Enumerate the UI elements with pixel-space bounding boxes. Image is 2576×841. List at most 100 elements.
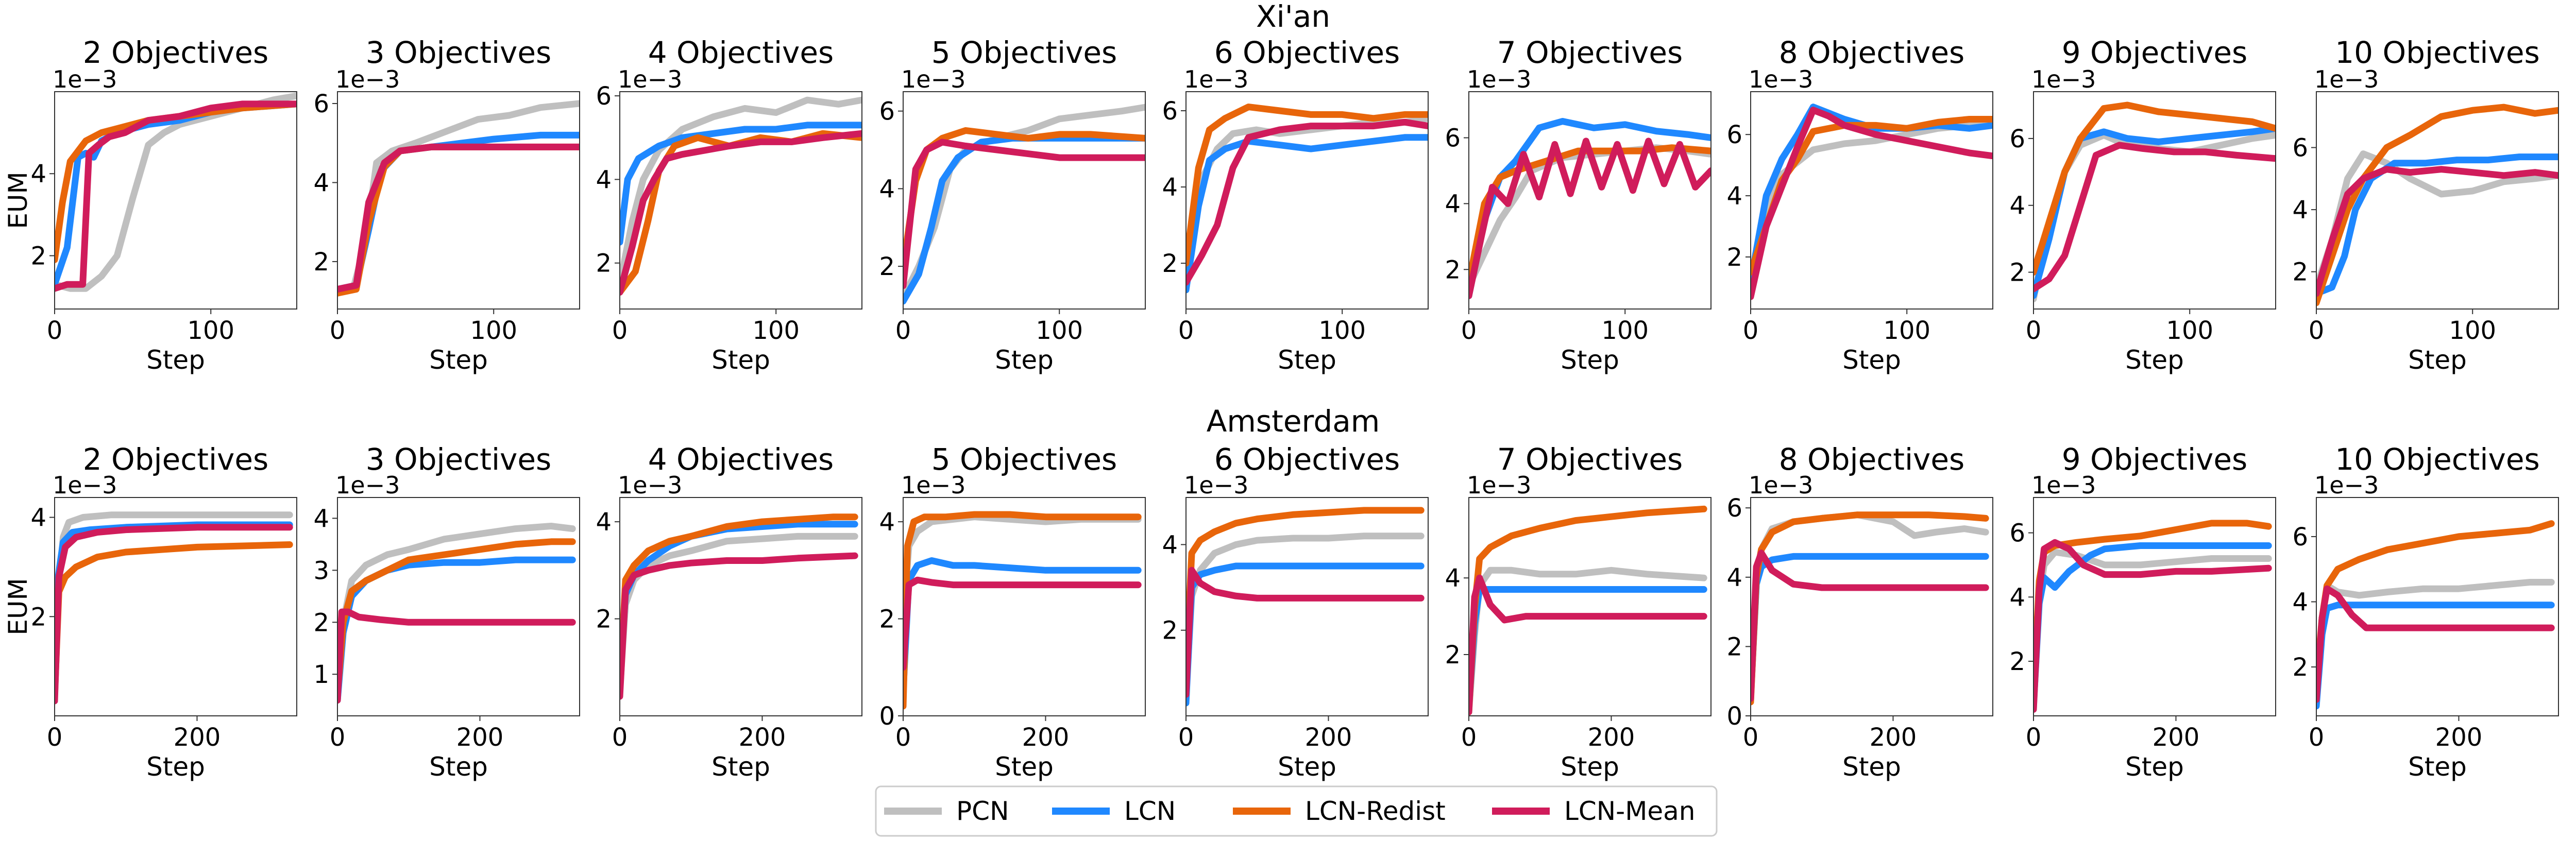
y-tick-label: 2 [1726, 632, 1742, 661]
y-tick-label: 2 [313, 608, 329, 637]
series-group [55, 92, 297, 292]
x-tick-label: 0 [2309, 723, 2325, 752]
panel-title: 6 Objectives [1214, 35, 1400, 70]
series-line-pcn [620, 96, 862, 287]
series-line-lcn-mean [1469, 138, 1711, 299]
x-axis-label: Step [711, 752, 770, 782]
series-group [337, 523, 576, 704]
y-tick-label: 2 [30, 603, 46, 631]
x-tick-label: 0 [2309, 316, 2325, 345]
panel-title: 8 Objectives [1779, 442, 1965, 477]
x-tick-label: 0 [2026, 316, 2042, 345]
x-tick-label: 0 [1178, 316, 1194, 345]
y-tick-label: 2 [2009, 647, 2025, 676]
x-tick-label: 100 [1883, 316, 1930, 345]
x-tick-label: 100 [1601, 316, 1649, 345]
axes-frame [619, 91, 862, 310]
y-tick-label: 2 [1726, 243, 1742, 272]
y-tick-label: 4 [1445, 564, 1461, 593]
axes-frame [619, 497, 862, 716]
y-tick-label: 6 [1726, 494, 1742, 523]
y-tick-label: 2 [1445, 641, 1461, 670]
panel-title: 6 Objectives [1214, 442, 1400, 477]
series-line-lcn-mean [620, 130, 862, 296]
series-group [1186, 104, 1428, 294]
y-tick-label: 4 [1726, 563, 1742, 592]
legend-entry-pcn: PCN [884, 796, 1009, 826]
series-line-lcn-mean [337, 143, 580, 293]
y-tick-label: 3 [313, 556, 329, 585]
axes-frame [337, 91, 580, 310]
exponent-label: 1e−3 [901, 471, 965, 499]
y-tick-label: 2 [879, 605, 895, 634]
series-line-lcn-mean [1186, 118, 1428, 286]
y-tick-label: 4 [596, 165, 612, 194]
x-tick-label: 100 [1318, 316, 1366, 345]
series-line-lcn-mean [55, 524, 293, 705]
series-line-lcn [1469, 586, 1707, 712]
y-tick-label: 2 [1445, 255, 1461, 284]
legend-label: LCN-Redist [1305, 796, 1446, 826]
x-axis-label: Step [146, 752, 205, 782]
x-tick-label: 0 [612, 723, 628, 752]
y-tick-label: 2 [1162, 616, 1178, 645]
x-tick-label: 200 [2153, 723, 2200, 752]
x-tick-label: 0 [330, 316, 346, 345]
x-tick-label: 200 [2435, 723, 2483, 752]
x-axis-label: Step [429, 345, 488, 375]
series-line-lcn [1186, 134, 1428, 294]
x-axis-label: Step [1278, 752, 1336, 782]
series-group [1751, 104, 1993, 300]
x-tick-label: 0 [47, 723, 63, 752]
y-tick-label: 2 [879, 252, 895, 281]
series-line-lcn-mean [2316, 585, 2555, 703]
panel-title: 4 Objectives [648, 442, 834, 477]
series-line-lcn-mean [1469, 574, 1707, 716]
legend-entry-lcn-mean: LCN-Mean [1492, 796, 1695, 826]
exponent-label: 1e−3 [2314, 471, 2379, 499]
panel-title: 8 Objectives [1779, 35, 1965, 70]
exponent-label: 1e−3 [1184, 471, 1248, 499]
panel-title: 3 Objectives [366, 35, 552, 70]
legend-label: LCN [1124, 796, 1176, 826]
x-tick-label: 0 [47, 316, 63, 345]
panel-title: 2 Objectives [83, 35, 269, 70]
axes-frame [1185, 91, 1429, 310]
series-group [1751, 511, 1989, 706]
series-line-lcn-redist [337, 538, 576, 699]
series-group [903, 104, 1145, 305]
series-line-lcn-mean [55, 100, 297, 292]
exponent-label: 1e−3 [2314, 65, 2379, 93]
y-tick-label: 6 [2009, 519, 2025, 548]
series-line-lcn-redist [55, 100, 297, 263]
x-axis-label: Step [146, 345, 205, 375]
series-group [903, 511, 1142, 710]
series-group [1186, 507, 1425, 707]
x-axis-label: Step [2125, 752, 2184, 782]
x-tick-label: 0 [1743, 723, 1759, 752]
y-tick-label: 6 [1726, 121, 1742, 149]
series-line-lcn-redist [2033, 101, 2276, 276]
y-tick-label: 6 [1445, 124, 1461, 153]
x-axis-label: Step [711, 345, 770, 375]
series-line-lcn-mean [903, 139, 1145, 289]
x-axis-label: Step [2408, 345, 2467, 375]
y-tick-label: 4 [30, 160, 46, 188]
legend: PCN LCN LCN-Redist LCN-Mean [875, 785, 1718, 837]
panel-title: 10 Objectives [2335, 35, 2539, 70]
panel-title: 9 Objectives [2062, 442, 2248, 477]
series-line-lcn-redist [1751, 511, 1989, 706]
x-tick-label: 200 [1870, 723, 1917, 752]
series-group [1469, 505, 1707, 716]
axes-frame [1185, 497, 1429, 716]
x-axis-label: Step [429, 752, 488, 782]
x-tick-label: 0 [612, 316, 628, 345]
